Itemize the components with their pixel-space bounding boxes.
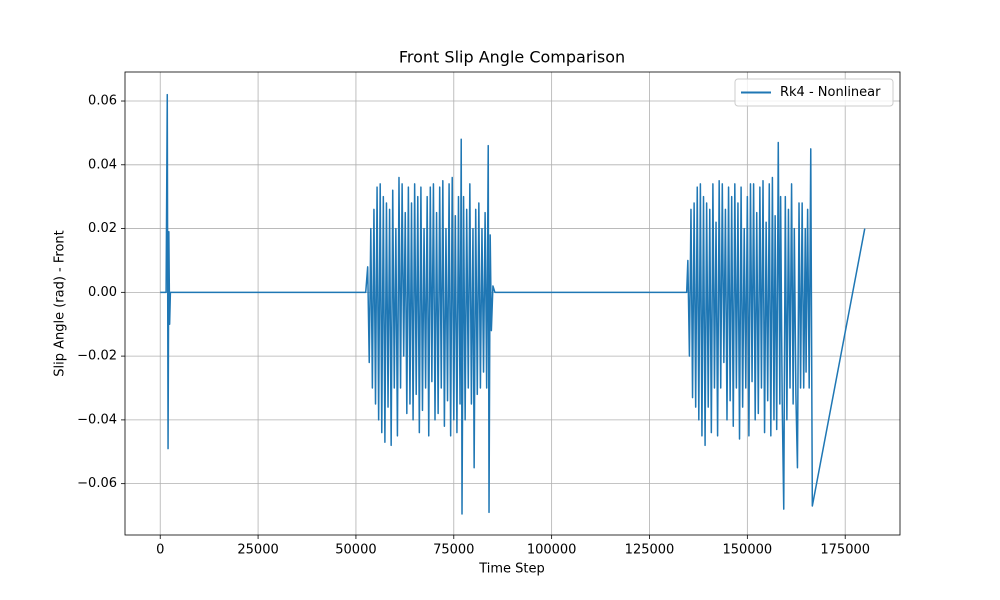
y-tick-label: 0.06 bbox=[88, 94, 117, 109]
y-tick-label: 0.04 bbox=[88, 157, 117, 172]
x-tick-label: 125000 bbox=[625, 543, 675, 558]
x-tick-label: 150000 bbox=[723, 543, 773, 558]
x-tick-label: 50000 bbox=[335, 543, 376, 558]
y-tick-label: −0.06 bbox=[77, 476, 117, 491]
x-tick-label: 0 bbox=[156, 543, 164, 558]
y-axis-label: Slip Angle (rad) - Front bbox=[53, 230, 68, 377]
x-axis-label: Time Step bbox=[478, 562, 545, 577]
y-tick-label: 0.02 bbox=[88, 221, 117, 236]
x-tick-label: 75000 bbox=[433, 543, 474, 558]
y-tick-label: 0.00 bbox=[88, 285, 117, 300]
data-line bbox=[160, 93, 866, 515]
x-tick-label: 25000 bbox=[237, 543, 278, 558]
legend-box bbox=[734, 78, 894, 107]
legend-label: Rk4 - Nonlinear bbox=[780, 85, 881, 100]
x-tick-label: 100000 bbox=[527, 543, 577, 558]
y-tick-label: −0.02 bbox=[77, 349, 117, 364]
axes-frame bbox=[124, 71, 901, 536]
chart-title: Front Slip Angle Comparison bbox=[399, 48, 625, 67]
y-tick-label: −0.04 bbox=[77, 412, 117, 427]
x-tick-label: 175000 bbox=[820, 543, 870, 558]
